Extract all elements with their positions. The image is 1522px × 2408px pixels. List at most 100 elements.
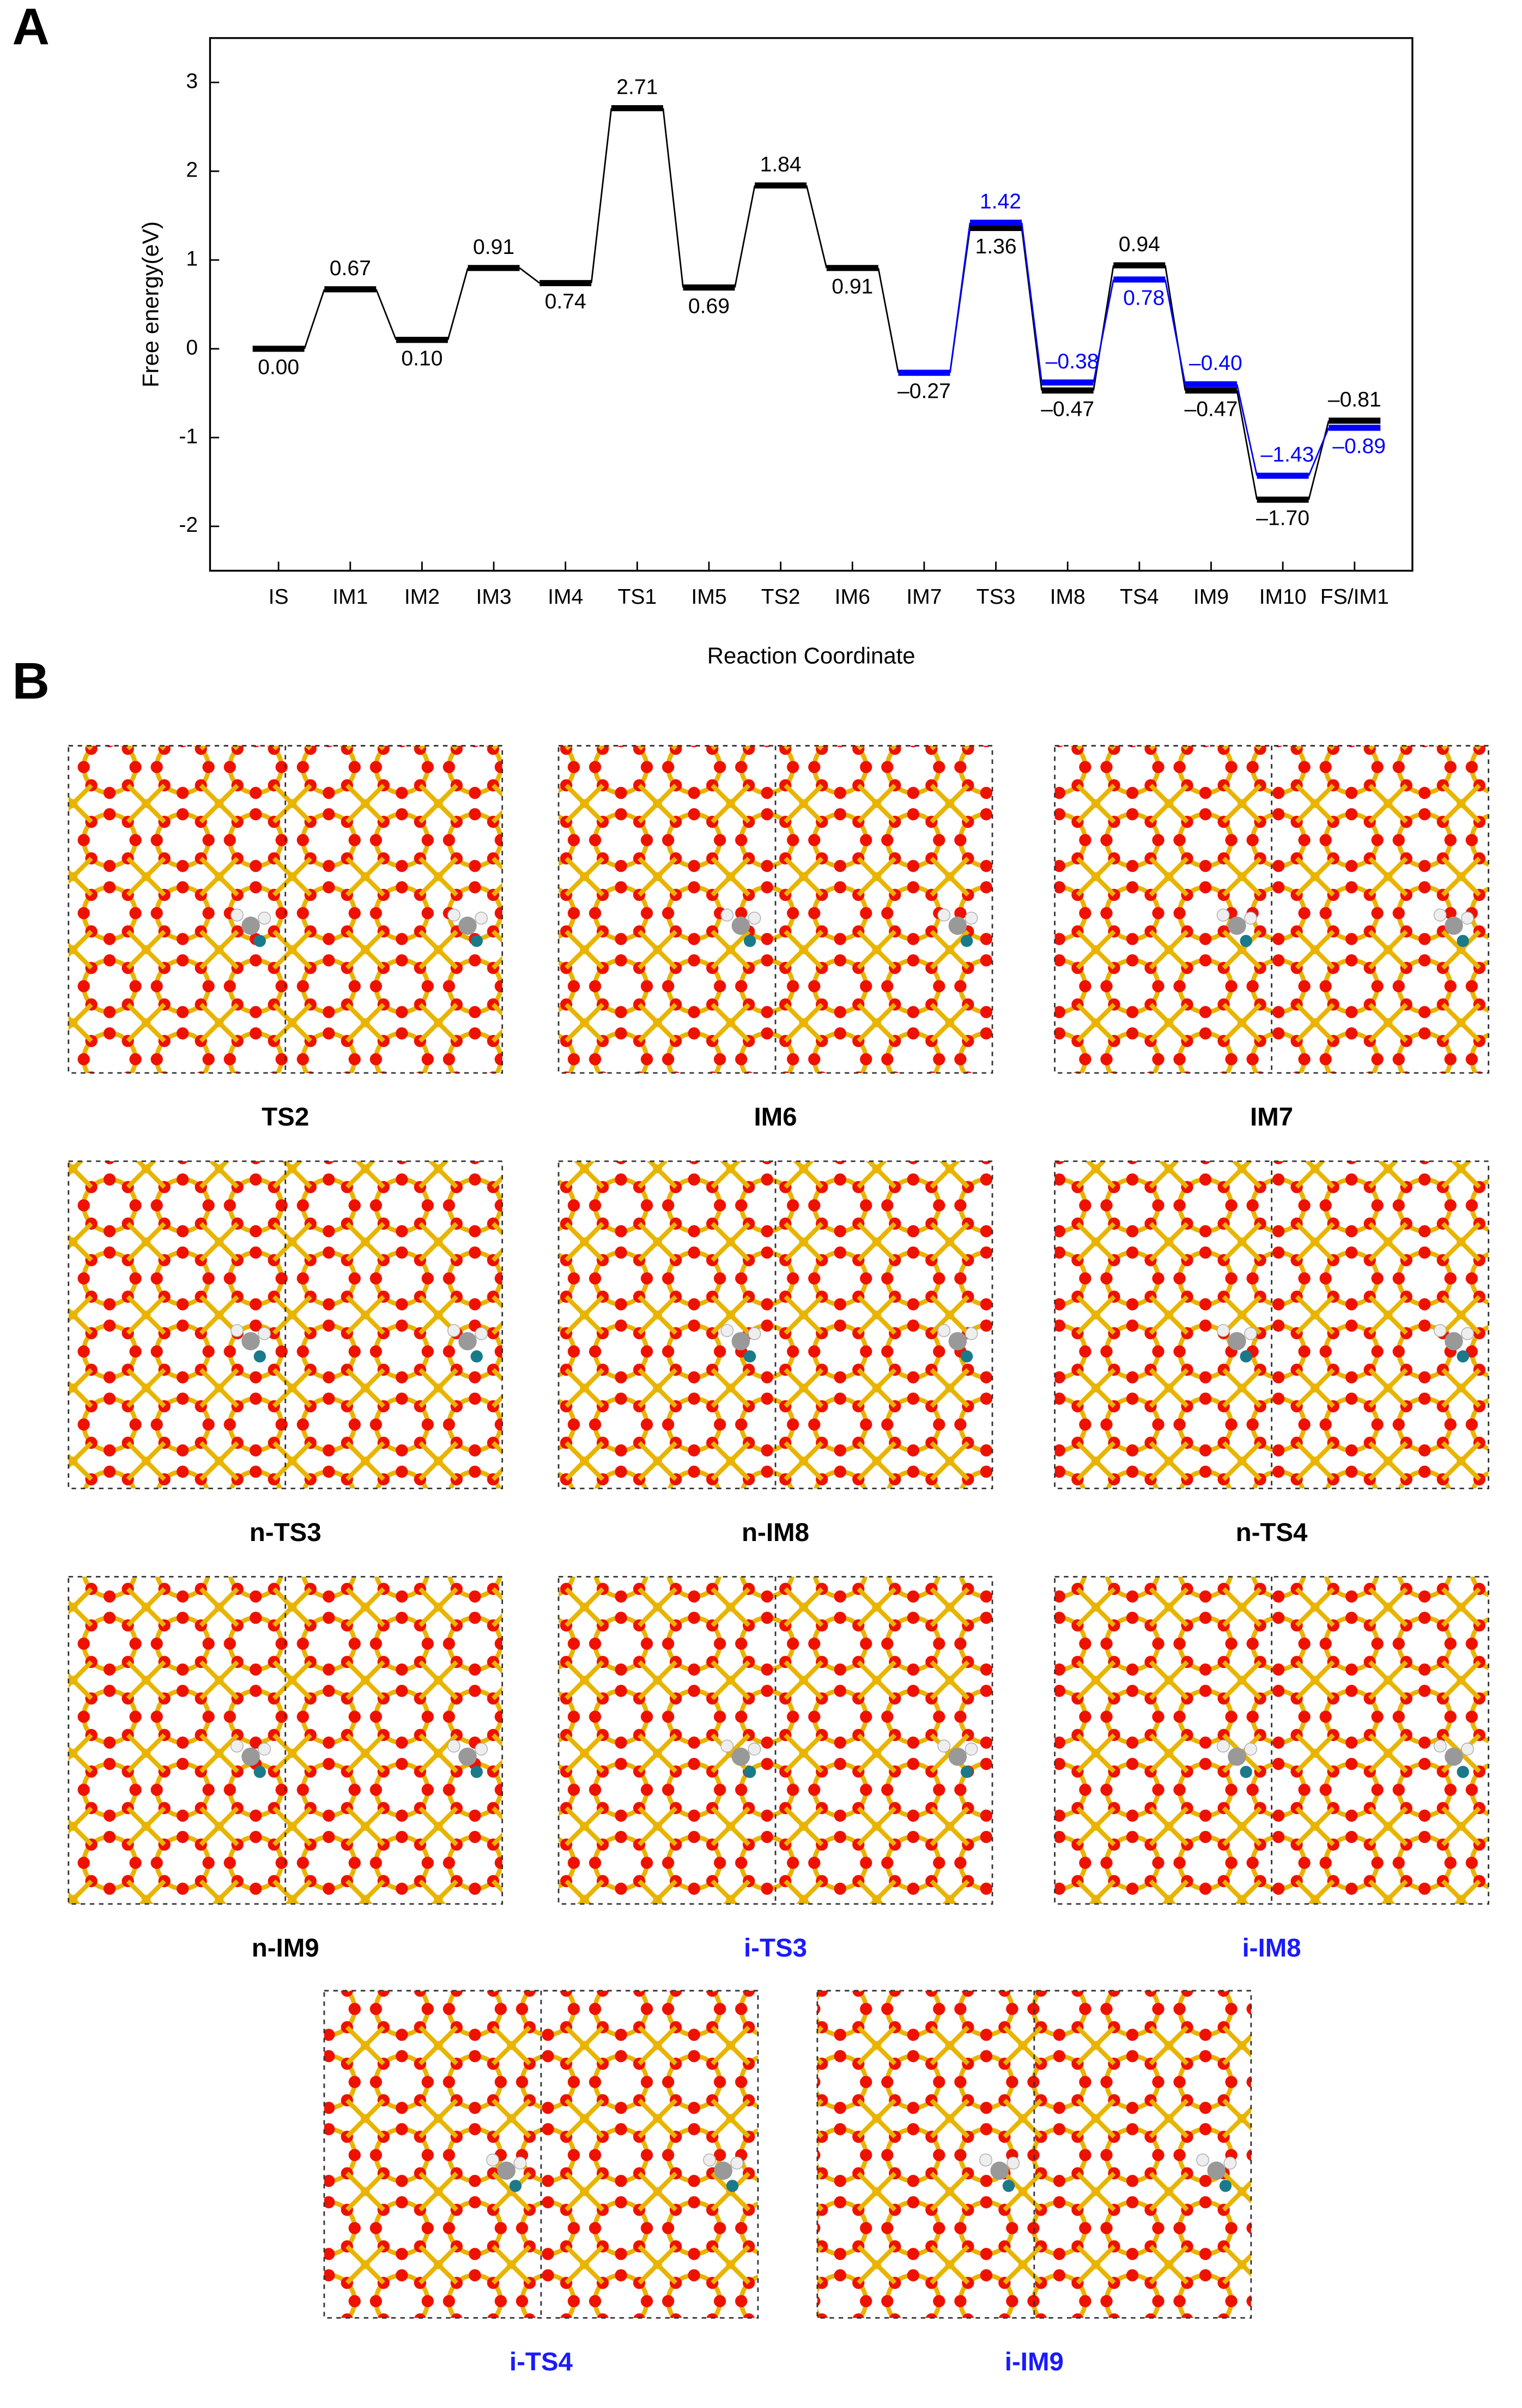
- structure-label: n-TS3: [250, 1518, 322, 1547]
- metal-site: [1457, 1350, 1469, 1363]
- data-label: 2.71: [616, 76, 658, 99]
- cell-boundary: [557, 745, 993, 1074]
- molecule-atom: [1461, 1742, 1474, 1756]
- y-axis-label: Free energy(eV): [137, 221, 163, 387]
- structure-panel: i-IM8: [1054, 1576, 1489, 1962]
- molecule-atom: [948, 917, 967, 935]
- metal-site: [743, 1766, 756, 1778]
- structure-label: IM6: [754, 1102, 797, 1131]
- metal-site: [1240, 1766, 1252, 1778]
- molecule-atom: [1196, 2154, 1209, 2167]
- cell-boundary: [68, 1160, 504, 1489]
- connector: [662, 108, 684, 288]
- connector: [447, 268, 469, 341]
- molecule-atom: [730, 2156, 744, 2170]
- data-label: 0.74: [545, 290, 586, 313]
- metal-site: [509, 2180, 522, 2192]
- framework: [559, 1161, 993, 1489]
- molecule-atom: [497, 2161, 516, 2180]
- molecule-atom: [720, 908, 734, 922]
- molecule-atom: [703, 2154, 716, 2167]
- x-tick-label: IS: [269, 585, 289, 609]
- molecule-atom: [1433, 1324, 1447, 1337]
- molecule-atom: [458, 1332, 477, 1351]
- metal-site: [1240, 935, 1252, 947]
- structure-panel: IM7: [1054, 745, 1489, 1131]
- molecule-atom: [714, 2161, 732, 2180]
- structure-panel: i-TS4: [323, 1990, 759, 2376]
- metal-site: [1002, 2180, 1015, 2192]
- x-tick-label: IM9: [1193, 585, 1229, 609]
- metal-site: [253, 935, 266, 947]
- molecule-atom: [1216, 1739, 1230, 1753]
- molecule-atom: [458, 1748, 477, 1766]
- molecule-atom: [241, 917, 260, 935]
- data-label: –1.43: [1261, 443, 1314, 466]
- molecule-atom: [447, 1324, 460, 1337]
- metal-site: [960, 1350, 973, 1363]
- connector: [519, 267, 541, 284]
- molecule-atom: [231, 1739, 244, 1753]
- x-tick-label: IM1: [332, 585, 368, 609]
- molecule-atom: [475, 1327, 488, 1341]
- y-tick-label: -2: [179, 513, 198, 537]
- metal-site: [960, 1766, 973, 1778]
- connector: [949, 222, 971, 373]
- framework: [68, 745, 502, 1073]
- y-tick-label: 0: [186, 336, 198, 359]
- framework: [1054, 1161, 1489, 1489]
- metal-site: [960, 935, 973, 947]
- panel-label: B: [12, 652, 50, 710]
- molecule-atom: [1461, 1327, 1474, 1341]
- molecule-atom: [258, 1742, 271, 1756]
- metal-site: [470, 1350, 483, 1363]
- molecule-atom: [241, 1748, 260, 1766]
- data-label: –0.89: [1332, 435, 1386, 458]
- framework: [559, 745, 993, 1073]
- data-label: 0.67: [330, 257, 371, 280]
- molecule-atom: [1244, 1327, 1257, 1341]
- structure-label: n-TS4: [1236, 1518, 1308, 1547]
- molecule-atom: [748, 1327, 761, 1341]
- data-label: –0.27: [898, 380, 951, 403]
- structure-panel: i-TS3: [557, 1576, 993, 1962]
- cell-boundary: [557, 1160, 993, 1489]
- molecule-atom: [1216, 1324, 1230, 1337]
- framework: [324, 1991, 758, 2318]
- molecule-atom: [1006, 2156, 1020, 2170]
- structure-panel: n-IM8: [557, 1160, 993, 1547]
- cell-boundary: [816, 1990, 1252, 2319]
- molecule-atom: [475, 1742, 488, 1756]
- structure-panel: TS2: [68, 745, 504, 1131]
- molecule-atom: [937, 1324, 951, 1337]
- structure-panel: n-IM9: [68, 1576, 504, 1962]
- metal-site: [253, 1766, 266, 1778]
- data-label: –0.38: [1046, 350, 1099, 373]
- data-label: 0.78: [1123, 287, 1165, 310]
- x-tick-label: IM7: [906, 585, 942, 609]
- connector: [1236, 390, 1258, 500]
- structure-label: i-TS4: [510, 2348, 573, 2376]
- cell-boundary: [68, 1576, 504, 1905]
- molecule-atom: [486, 2154, 499, 2167]
- molecule-atom: [231, 908, 244, 922]
- molecule-atom: [1244, 911, 1257, 925]
- molecule-atom: [458, 917, 477, 935]
- framework: [68, 1161, 502, 1489]
- molecule-atom: [990, 2161, 1009, 2180]
- molecule-atom: [731, 1748, 750, 1766]
- data-label: 0.00: [258, 356, 299, 379]
- data-label: –0.81: [1328, 388, 1381, 411]
- molecule-atom: [720, 1324, 734, 1337]
- molecule-atom: [748, 911, 761, 925]
- y-tick-label: -1: [179, 424, 198, 448]
- metal-site: [1219, 2180, 1232, 2192]
- x-tick-label: IM4: [548, 585, 583, 609]
- metal-site: [743, 935, 756, 947]
- structure-label: n-IM8: [742, 1518, 809, 1547]
- molecule-atom: [965, 911, 978, 925]
- molecule-atom: [1207, 2161, 1226, 2180]
- data-label: 1.84: [760, 153, 802, 176]
- connector: [805, 185, 828, 269]
- molecule-atom: [1216, 908, 1230, 922]
